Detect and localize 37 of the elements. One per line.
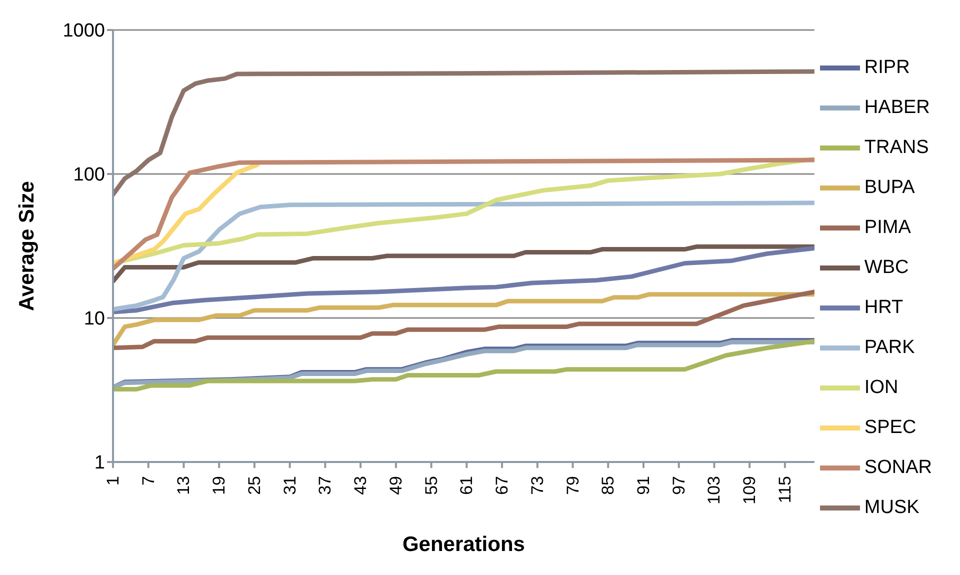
y-axis-title: Average Size [15, 181, 38, 311]
legend-label: SONAR [864, 456, 932, 478]
legend-label: ION [864, 376, 898, 398]
x-tick-label: 37 [316, 476, 335, 495]
x-tick-label: 1 [104, 476, 122, 486]
x-axis-title: Generations [402, 533, 525, 556]
y-tick-label: 10 [84, 308, 105, 330]
x-tick-label: 103 [704, 476, 724, 504]
legend-label: MUSK [864, 496, 920, 518]
x-tick-label: 55 [422, 476, 441, 495]
x-tick-label: 7 [138, 476, 158, 486]
x-tick-label: 13 [174, 476, 194, 495]
legend-label: BUPA [864, 176, 915, 198]
legend-label: SPEC [864, 416, 916, 438]
legend-label: PARK [864, 336, 915, 358]
x-tick-label: 31 [280, 476, 300, 495]
x-tick-label: 67 [492, 476, 512, 495]
x-tick-label: 85 [598, 476, 618, 495]
x-tick-label: 79 [563, 476, 582, 495]
legend-label: WBC [864, 256, 909, 278]
x-tick-label: 61 [457, 476, 476, 495]
y-tick-label: 100 [73, 164, 105, 186]
x-tick-label: 91 [634, 476, 653, 495]
legend-label: HRT [864, 296, 904, 318]
x-tick-label: 43 [351, 476, 370, 495]
x-tick-label: 97 [669, 476, 688, 495]
legend-label: HABER [864, 96, 930, 118]
legend-label: RIPR [864, 56, 910, 78]
x-tick-label: 19 [210, 476, 229, 495]
x-tick-label: 73 [528, 476, 547, 495]
x-tick-label: 49 [386, 476, 406, 495]
x-tick-label: 115 [775, 476, 794, 504]
x-tick-label: 25 [244, 476, 264, 495]
x-tick-label: 109 [740, 476, 760, 504]
y-tick-label: 1000 [62, 20, 105, 42]
legend-label: PIMA [864, 216, 911, 238]
legend-label: TRANS [864, 136, 929, 158]
